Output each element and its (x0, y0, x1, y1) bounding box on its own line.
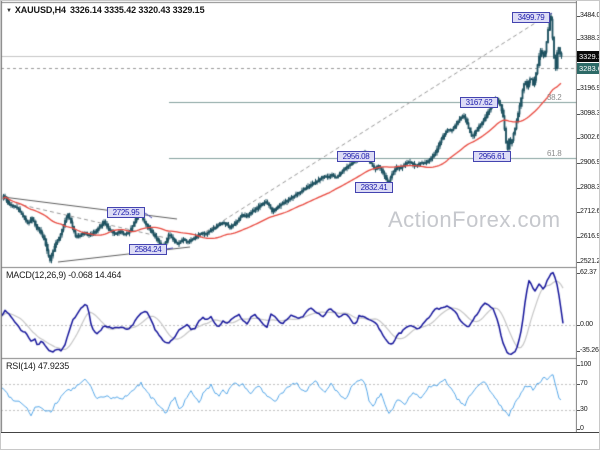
price-axis-tick (577, 262, 580, 263)
rsi-axis-label: 30 (580, 406, 588, 413)
rsi-indicator-label: RSI(14) 47.9235 (6, 361, 70, 371)
price-axis-tick (577, 163, 580, 164)
symbol-ohlc-readout: ▼ XAUUSD,H4 3326.14 3335.42 3320.43 3329.1… (6, 5, 205, 15)
swing-price-label[interactable]: 2956.08 (337, 151, 375, 162)
price-axis-label: 2906.90 (580, 159, 600, 166)
macd-axis-label: 62.37 (580, 269, 597, 276)
fib-level-label: 61.8 (547, 149, 562, 158)
price-axis-tick (577, 188, 580, 189)
price-axis-label: 3484.00 (580, 12, 600, 19)
macd-axis-tick (577, 351, 580, 352)
macd-axis-tick (577, 325, 580, 326)
price-axis-tick (577, 39, 580, 40)
rsi-axis-label: 100 (580, 361, 592, 368)
price-axis-label: 3196.90 (580, 85, 600, 92)
symbol-name: XAUUSD,H4 (14, 5, 66, 15)
swing-price-label[interactable]: 2956.61 (473, 151, 511, 162)
price-axis-tick (577, 16, 580, 17)
price-axis-tick (577, 114, 580, 115)
price-axis-label: 2521.20 (580, 258, 600, 265)
price-axis-tick (577, 138, 580, 139)
price-axis-label: 3098.30 (580, 110, 600, 117)
swing-price-label[interactable]: 3499.79 (512, 12, 550, 23)
rsi-axis-label: 0 (580, 425, 584, 432)
swing-price-label[interactable]: 2725.95 (107, 207, 145, 218)
price-axis-tick (577, 237, 580, 238)
swing-price-label[interactable]: 3167.62 (460, 97, 498, 108)
price-axis-label: 3388.30 (580, 35, 600, 42)
macd-axis-tick (577, 273, 580, 274)
price-chart-canvas[interactable] (1, 1, 577, 433)
rsi-axis-tick (577, 410, 580, 411)
price-axis-label: 2616.90 (580, 233, 600, 240)
price-axis-label: 2712.60 (580, 208, 600, 215)
rsi-axis-tick (577, 429, 580, 430)
rsi-axis-tick (577, 365, 580, 366)
last-price-marker: 3329.15 (577, 51, 599, 62)
price-axis-tick (577, 89, 580, 90)
macd-indicator-label: MACD(12,26,9) -0.068 14.464 (6, 270, 122, 280)
swing-price-label[interactable]: 2584.24 (129, 244, 167, 255)
swing-price-label[interactable]: 2832.41 (355, 182, 393, 193)
symbol-ohlc-values: 3326.14 3335.42 3320.43 3329.15 (69, 5, 205, 15)
symbol-dropdown-arrow-icon[interactable]: ▼ (6, 8, 12, 14)
rsi-axis-label: 70 (580, 380, 588, 387)
fib-level-label: 38.2 (547, 93, 562, 102)
price-axis-label: 3002.60 (580, 134, 600, 141)
macd-axis-label: 0.00 (580, 321, 593, 328)
time-axis[interactable]: 29 Oct 202413 Nov 00:0027 Nov 16:0012 De… (1, 432, 599, 449)
price-axis-label: 2808.30 (580, 184, 600, 191)
rsi-axis-tick (577, 384, 580, 385)
actionforex-watermark: ActionForex.com (388, 207, 561, 232)
price-axis-tick (577, 212, 580, 213)
macd-axis-label: -35.267 (580, 347, 599, 354)
bid-price-marker: 3283.69 (577, 63, 599, 74)
